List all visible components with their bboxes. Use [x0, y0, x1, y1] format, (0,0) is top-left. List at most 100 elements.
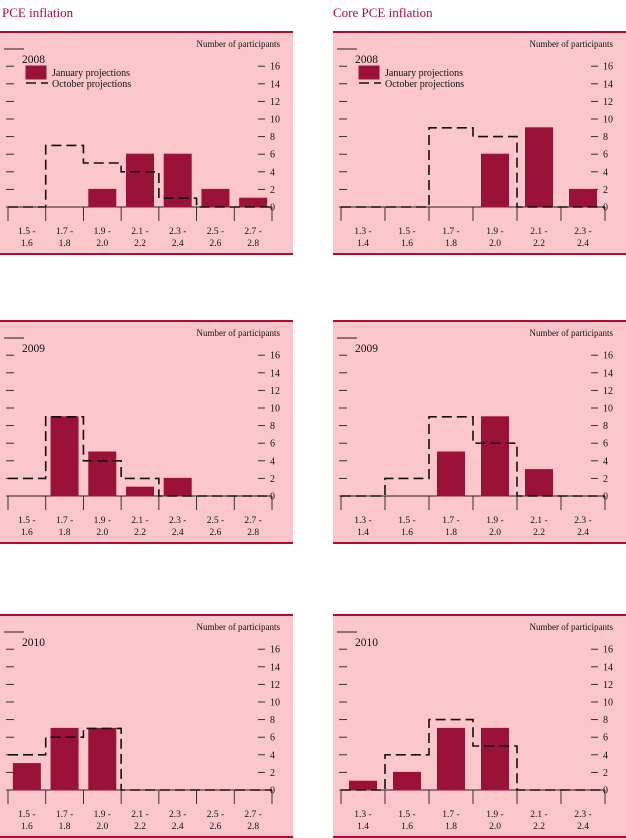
x-tick-label: 2.1 -2.2 [131, 227, 148, 249]
x-tick-label: 1.5 -1.6 [18, 516, 35, 538]
bar-january [163, 153, 192, 208]
y-tick-label: 8 [603, 132, 608, 143]
x-tick-label: 2.3 -2.4 [169, 227, 186, 249]
y-tick-label: 2 [270, 768, 275, 779]
bar-january [437, 451, 465, 497]
y-tick-label: 6 [270, 733, 275, 744]
x-tick-label: 2.1 -2.2 [131, 516, 148, 538]
y-tick-label: 14 [270, 368, 280, 379]
y-tick-label: 0 [603, 492, 608, 503]
axis-header: Number of participants [197, 622, 281, 632]
y-tick-label: 4 [270, 167, 275, 178]
y-tick-label: 6 [603, 150, 608, 161]
x-tick-label: 1.9 -2.0 [486, 516, 503, 538]
y-tick-label: 10 [603, 698, 613, 709]
y-tick-label: 2 [603, 768, 608, 779]
x-tick-label: 2.7 -2.8 [244, 810, 261, 832]
x-tick-label: 1.5 -1.6 [18, 810, 35, 832]
y-tick-label: 16 [270, 62, 280, 73]
chart-panel-core-2008: Number of participants 2008 January projec… [333, 31, 626, 255]
year-label: 2009 [22, 343, 45, 355]
axis-header: Number of participants [530, 622, 614, 632]
bar-january [239, 197, 268, 208]
chart-pce-2008: Number of participants 2008 January projec… [4, 39, 281, 249]
axis-header: Number of participants [530, 39, 614, 49]
x-tick-label: 1.7 -1.8 [442, 516, 459, 538]
year-label: 2010 [355, 637, 378, 649]
chart-core-2010: Number of participants 2010 0 2 4 6 8 10 12 14 16 1… [337, 622, 614, 832]
y-tick-label: 0 [603, 786, 608, 797]
legend-label-january: January projections [385, 68, 463, 79]
y-tick-label: 10 [270, 698, 280, 709]
x-tick-label: 1.5 -1.6 [398, 227, 415, 249]
x-tick-label: 1.3 -1.4 [354, 810, 371, 832]
y-tick-label: 4 [603, 167, 608, 178]
y-tick-label: 10 [270, 115, 280, 126]
y-tick-label: 12 [603, 97, 613, 108]
x-tick-label: 1.3 -1.4 [354, 227, 371, 249]
x-tick-label: 2.1 -2.2 [131, 810, 148, 832]
x-tick-label: 1.5 -1.6 [398, 516, 415, 538]
chart-core-2008: Number of participants 2008 January projec… [337, 39, 614, 249]
bar-january [88, 451, 117, 497]
y-tick-label: 14 [270, 662, 280, 673]
step-line-october [341, 127, 605, 208]
axis-header: Number of participants [197, 328, 281, 338]
x-tick-label: 2.1 -2.2 [530, 227, 547, 249]
chart-core-2009: Number of participants 2009 0 2 4 6 8 10 12 14 16 1… [337, 328, 614, 538]
step-line-october [8, 727, 272, 791]
y-tick-label: 10 [270, 404, 280, 415]
chart-panel-core-2010: Number of participants 2010 0 2 4 6 8 10 12 14 16 1… [333, 614, 626, 838]
chart-panel-core-2009: Number of participants 2009 0 2 4 6 8 10 12 14 16 1… [333, 320, 626, 544]
y-tick-label: 12 [270, 680, 280, 691]
y-tick-label: 2 [603, 474, 608, 485]
y-tick-label: 16 [270, 351, 280, 362]
y-tick-label: 16 [603, 351, 613, 362]
bar-january [12, 763, 41, 791]
bar-january [349, 780, 377, 791]
x-tick-label: 1.9 -2.0 [486, 810, 503, 832]
y-tick-label: 0 [603, 203, 608, 214]
bar-january [201, 188, 230, 208]
bar-january [525, 127, 553, 208]
y-tick-label: 6 [270, 439, 275, 450]
legend-swatch-january [358, 65, 380, 80]
axis-header: Number of participants [530, 328, 614, 338]
y-tick-label: 14 [603, 662, 613, 673]
year-label: 2010 [22, 637, 45, 649]
y-tick-label: 8 [603, 715, 608, 726]
y-tick-label: 10 [603, 404, 613, 415]
y-tick-label: 14 [270, 79, 280, 90]
chart-pce-2009: Number of participants 2009 0 2 4 6 8 10 12 14 16 1… [4, 328, 281, 538]
y-tick-label: 10 [603, 115, 613, 126]
x-tick-label: 2.7 -2.8 [244, 516, 261, 538]
x-tick-label: 1.7 -1.8 [56, 227, 73, 249]
bar-january [50, 727, 79, 791]
chart-panel-pce-2009: Number of participants 2009 0 2 4 6 8 10 12 14 16 1… [0, 320, 293, 544]
y-tick-label: 14 [603, 368, 613, 379]
y-tick-label: 16 [603, 645, 613, 656]
bar-january [88, 188, 117, 208]
step-line-october [341, 416, 605, 497]
step-line-october [341, 718, 605, 791]
bar-january [481, 153, 509, 208]
y-tick-label: 4 [270, 456, 275, 467]
x-tick-label: 2.3 -2.4 [574, 810, 591, 832]
y-tick-label: 16 [603, 62, 613, 73]
year-label: 2008 [355, 54, 378, 66]
bar-january [481, 727, 509, 791]
y-tick-label: 4 [603, 456, 608, 467]
x-tick-label: 2.3 -2.4 [169, 516, 186, 538]
y-tick-label: 14 [603, 79, 613, 90]
x-tick-label: 2.1 -2.2 [530, 810, 547, 832]
x-tick-label: 1.3 -1.4 [354, 516, 371, 538]
bar-january [163, 477, 192, 497]
y-tick-label: 6 [270, 150, 275, 161]
legend-label-january: January projections [52, 68, 130, 79]
bar-january [126, 486, 154, 497]
y-tick-label: 2 [270, 185, 275, 196]
y-tick-label: 4 [270, 750, 275, 761]
y-tick-label: 4 [603, 750, 608, 761]
bar-january [569, 188, 597, 208]
axis-header: Number of participants [197, 39, 281, 49]
